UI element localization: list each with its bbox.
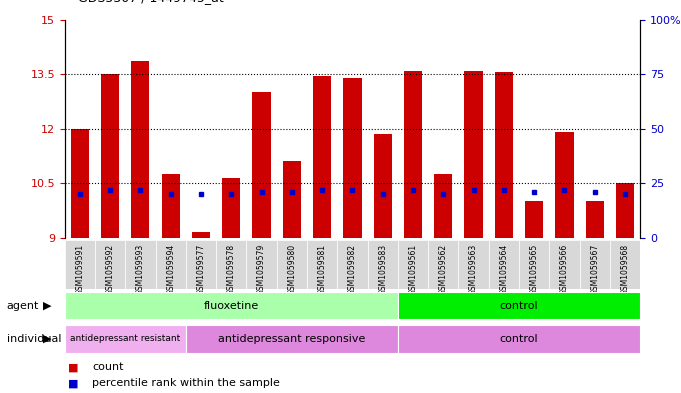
Text: GSM1059567: GSM1059567 <box>590 244 599 295</box>
Bar <box>192 232 210 238</box>
Text: control: control <box>500 334 538 344</box>
Bar <box>186 325 398 353</box>
Bar <box>464 70 483 238</box>
Bar <box>555 132 573 238</box>
Text: GSM1059591: GSM1059591 <box>76 244 84 295</box>
Bar <box>65 325 186 353</box>
Text: GSM1059593: GSM1059593 <box>136 244 145 295</box>
Text: GSM1059583: GSM1059583 <box>378 244 387 295</box>
Text: GSM1059564: GSM1059564 <box>499 244 508 295</box>
Bar <box>307 240 337 289</box>
Bar <box>276 240 307 289</box>
Text: GSM1059577: GSM1059577 <box>197 244 206 295</box>
Bar <box>404 70 422 238</box>
Bar <box>65 240 95 289</box>
Bar <box>222 178 240 238</box>
Text: GSM1059566: GSM1059566 <box>560 244 569 295</box>
Bar <box>398 292 640 320</box>
Bar <box>610 240 640 289</box>
Bar <box>343 78 362 238</box>
Bar <box>374 134 392 238</box>
Bar <box>434 174 452 238</box>
Bar <box>283 162 301 238</box>
Bar <box>247 240 276 289</box>
Text: antidepressant resistant: antidepressant resistant <box>70 334 180 343</box>
Bar <box>616 183 634 238</box>
Text: GSM1059594: GSM1059594 <box>166 244 175 295</box>
Text: count: count <box>92 362 123 373</box>
Bar <box>161 174 180 238</box>
Text: GSM1059579: GSM1059579 <box>257 244 266 295</box>
Bar <box>586 201 604 238</box>
Text: ▶: ▶ <box>43 301 51 310</box>
Text: ■: ■ <box>68 362 78 373</box>
Text: GSM1059580: GSM1059580 <box>287 244 296 295</box>
Bar <box>95 240 125 289</box>
Bar <box>186 240 216 289</box>
Bar <box>398 325 640 353</box>
Bar <box>216 240 247 289</box>
Text: GSM1059581: GSM1059581 <box>317 244 327 295</box>
Bar <box>101 74 119 238</box>
Text: fluoxetine: fluoxetine <box>204 301 259 310</box>
Bar <box>495 72 513 238</box>
Text: GSM1059568: GSM1059568 <box>620 244 629 295</box>
Bar <box>519 240 550 289</box>
Text: GSM1059565: GSM1059565 <box>530 244 539 295</box>
Bar <box>125 240 155 289</box>
Bar <box>337 240 368 289</box>
Bar <box>155 240 186 289</box>
Text: GSM1059582: GSM1059582 <box>348 244 357 295</box>
Text: ▶: ▶ <box>43 334 51 344</box>
Text: GDS5307 / 1449745_at: GDS5307 / 1449745_at <box>78 0 224 4</box>
Bar <box>368 240 398 289</box>
Text: control: control <box>500 301 538 310</box>
Text: percentile rank within the sample: percentile rank within the sample <box>92 378 280 388</box>
Text: GSM1059563: GSM1059563 <box>469 244 478 295</box>
Bar <box>398 240 428 289</box>
Bar <box>428 240 458 289</box>
Text: individual: individual <box>7 334 61 344</box>
Text: GSM1059561: GSM1059561 <box>409 244 417 295</box>
Text: antidepressant responsive: antidepressant responsive <box>218 334 366 344</box>
Bar <box>71 129 89 238</box>
Bar <box>525 201 543 238</box>
Bar <box>65 292 398 320</box>
Bar <box>458 240 489 289</box>
Text: agent: agent <box>7 301 39 310</box>
Text: GSM1059592: GSM1059592 <box>106 244 114 295</box>
Text: GSM1059562: GSM1059562 <box>439 244 448 295</box>
Bar <box>253 92 270 238</box>
Bar <box>131 61 150 238</box>
Bar <box>489 240 519 289</box>
Bar <box>580 240 610 289</box>
Bar <box>313 76 331 238</box>
Text: ■: ■ <box>68 378 78 388</box>
Bar <box>550 240 580 289</box>
Text: GSM1059578: GSM1059578 <box>227 244 236 295</box>
